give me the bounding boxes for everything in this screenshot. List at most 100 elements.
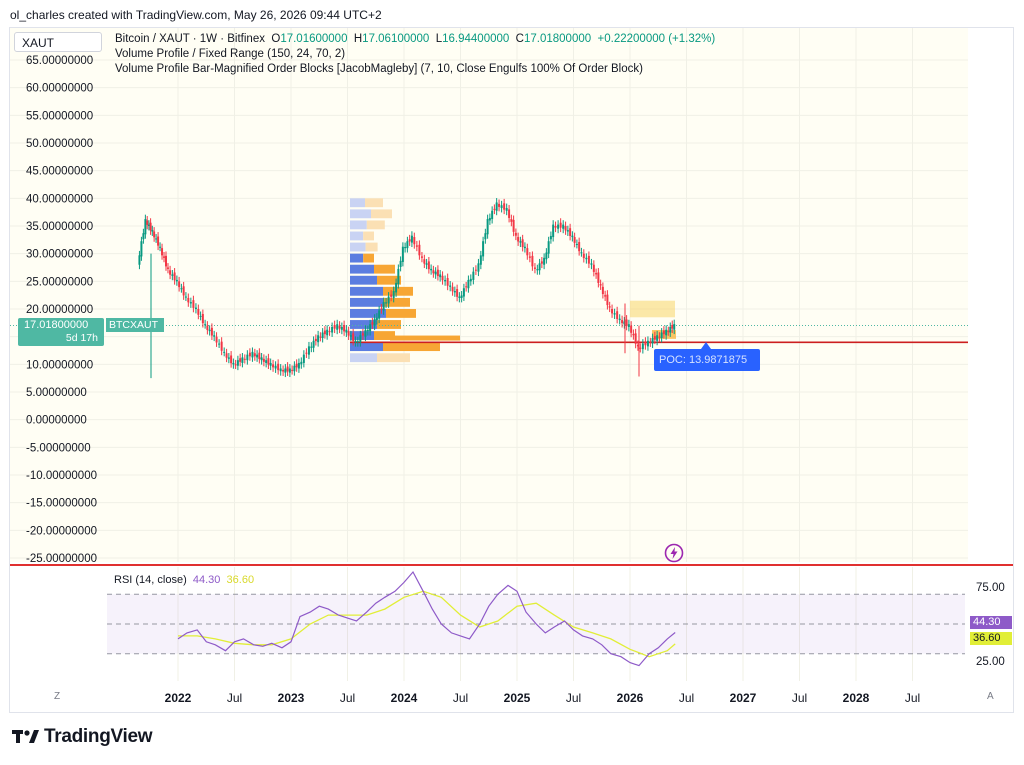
candle-body [364,329,367,337]
candle-body [519,241,522,243]
candle-body [671,324,674,329]
candle-body [460,295,463,298]
candle-body [253,353,256,357]
candle-body [288,368,291,373]
candle-body [144,219,147,235]
candle-body [604,295,607,297]
candle-body [578,242,581,252]
candle-body [618,318,621,321]
candle-body [436,269,439,277]
volume-profile-sell [365,198,383,208]
lightning-icon[interactable] [664,543,684,563]
candle-body [307,346,310,355]
candle-body [265,360,268,363]
legend-close: 17.01800000 [523,33,592,45]
candle-body [528,256,531,258]
candle-body [189,302,192,304]
candle-body [182,286,185,296]
volume-profile-buy [350,231,364,241]
candle-body [260,357,263,361]
candle-body [523,246,526,249]
candle-body [163,256,166,258]
y-tick-label: 30.00000000 [26,249,93,261]
candle-body [439,274,442,278]
rsi-name: RSI (14, close) [114,574,187,586]
x-tick-label: Jul [340,691,355,705]
candle-body [653,336,656,340]
volume-profile-buy [350,253,364,263]
candle-body [545,252,548,260]
auto-scale-toggle[interactable]: A [987,691,994,702]
candle-body [453,291,456,293]
candle-body [632,333,635,336]
candle-body [662,330,665,335]
legend-indicator-order-blocks[interactable]: Volume Profile Bar-Magnified Order Block… [115,63,643,75]
candle-body [194,307,197,309]
candle-body [220,341,223,351]
candle-body [232,362,235,365]
y-tick-label: -10.00000000 [26,470,97,482]
y-tick-label: 50.00000000 [26,138,93,150]
candle-body [505,208,508,211]
candle-body [147,224,150,226]
candle-body [369,324,372,332]
candle-body [571,235,574,238]
candle-body [279,368,282,372]
volume-profile-buy [350,264,374,274]
legend-indicator-volume-profile[interactable]: Volume Profile / Fixed Range (150, 24, 7… [115,48,346,60]
volume-profile-sell [377,320,401,329]
candle-body [347,331,350,336]
volume-profile-buy [350,320,377,329]
x-tick-label: Jul [679,691,694,705]
volume-profile-sell [377,275,401,285]
x-tick-label: Jul [905,691,920,705]
candle-body [540,261,543,264]
candle-body [356,341,359,343]
candle-body [608,306,611,308]
symbol-search[interactable]: XAUT [14,32,102,52]
candle-body [146,220,149,225]
candle-body [623,321,626,325]
candle-body [223,351,226,353]
candle-body [239,358,242,362]
candle-body [658,336,661,338]
order-block-box [630,300,675,318]
candle-body [241,357,244,363]
candle-body [310,346,313,348]
candle-body [606,294,609,306]
candle-body [138,255,141,265]
candle-body [321,332,324,339]
candle-body [395,282,398,293]
rsi-line [177,570,676,667]
y-tick-label: 0.00000000 [26,415,87,427]
candle-body [286,366,289,372]
candle-body [230,355,233,364]
rsi-legend[interactable]: RSI (14, close) 44.30 36.60 [114,574,254,586]
candle-body [234,364,237,366]
candle-body [510,219,513,222]
y-tick-label: 5.00000000 [26,387,87,399]
candle-body [305,352,308,354]
candle-body [415,245,418,247]
poc-label: POC: 13.9871875 [654,349,760,371]
rsi-ma-value: 36.60 [226,574,255,586]
candle-body [488,217,491,221]
candle-body [297,362,300,369]
candle-body [206,325,209,331]
candle-body [554,226,557,228]
candle-body [486,219,489,235]
candle-body [434,271,437,275]
candle-body [665,329,668,336]
candle-body [552,224,555,238]
volume-profile-buy [350,309,386,318]
candle-body [258,352,261,360]
main-chart-pane[interactable] [10,28,968,562]
candle-body [597,272,600,283]
pane-divider[interactable] [10,564,1013,566]
candle-body [590,263,593,265]
candle-body [345,329,348,333]
timezone-toggle[interactable]: Z [54,691,61,702]
candle-body [314,338,317,342]
x-tick-label: 2026 [617,691,644,705]
